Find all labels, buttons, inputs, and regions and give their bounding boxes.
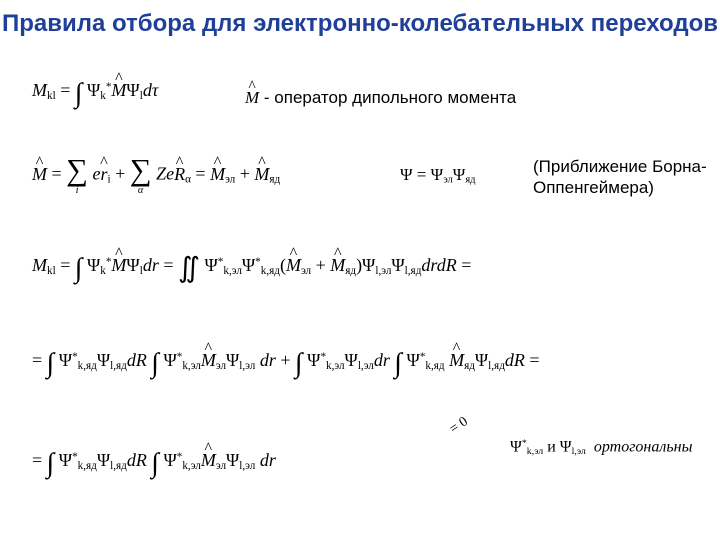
- title-text: Правила отбора для электронно-колебатель…: [2, 10, 718, 37]
- eq-line2: M = ∑i eri + ∑α ZeRα = Mэл + Mяд: [32, 155, 280, 196]
- orthogonality-note: Ψ*k,эл и Ψl,эл ортогональны: [510, 438, 692, 457]
- slide-title: Правила отбора для электронно-колебатель…: [0, 10, 720, 38]
- eq-line4: = ∫ Ψ*k,ядΨl,ядdR ∫ Ψ*k,элMэлΨl,эл dr + …: [32, 350, 540, 372]
- eq-line2-psi: Ψ = ΨэлΨяд: [400, 165, 476, 186]
- eq-line1-left: Mkl = ∫ Ψk*MΨldτ: [32, 80, 158, 102]
- eq-line5: = ∫ Ψ*k,ядΨl,ядdR ∫ Ψ*k,элMэлΨl,эл dr: [32, 450, 276, 472]
- born-oppenheimer-note: (Приближение Борна-Оппенгеймера): [533, 156, 708, 199]
- eq-line3: Mkl = ∫ Ψk*MΨldr = ∬ Ψ*k,элΨ*k,яд(Mэл + …: [32, 255, 471, 277]
- eq-line1-right: M - оператор дипольного момента: [245, 88, 516, 108]
- equals-zero-annotation: = 0: [447, 414, 471, 438]
- dipole-operator-label: - оператор дипольного момента: [259, 88, 516, 107]
